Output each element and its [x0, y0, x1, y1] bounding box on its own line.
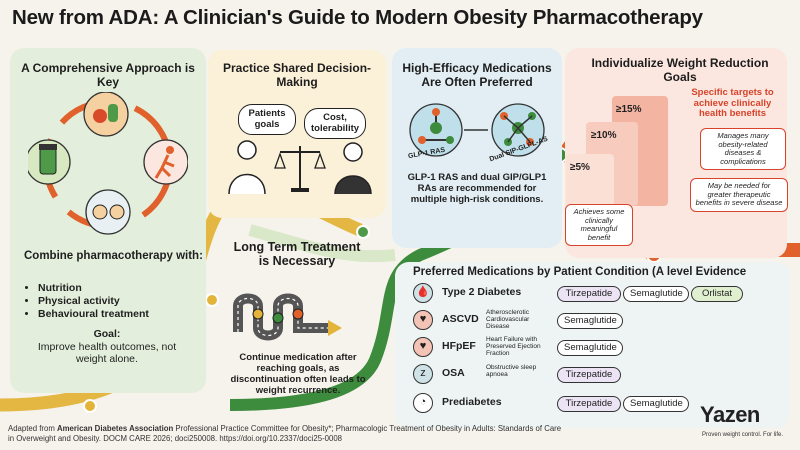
long-term-text: Continue medication after reaching goals…: [230, 352, 366, 396]
shared-decision-title: Practice Shared Decision-Making: [222, 61, 372, 89]
row-name-hfpef: HFpEF: [442, 340, 476, 352]
row-desc-osa: Obstructive sleep apnoea: [486, 364, 537, 378]
pill-osa-tirzepatide: Tirzepatide: [557, 367, 621, 383]
sleep-icon: z: [413, 364, 433, 384]
pill-ascvd-semaglutide: Semaglutide: [557, 313, 623, 329]
patient-icon: [334, 142, 372, 195]
benefit-box-meaningful: Achieves some clinically meaningful bene…: [565, 204, 633, 246]
green-road-pale: [248, 224, 396, 263]
benefit-box-manages: Manages many obesity-related diseases & …: [700, 128, 786, 170]
pill-t2d-tirzepatide: Tirzepatide: [557, 286, 621, 302]
row-name-t2d: Type 2 Diabetes: [442, 286, 522, 298]
high-efficacy-text: GLP-1 RAS and dual GIP/GLP1 RAs are reco…: [407, 172, 547, 205]
balance-scale-icon: [274, 146, 326, 192]
page-title: New from ADA: A Clinician's Guide to Mod…: [12, 6, 703, 29]
citation-rest: Professional Practice Committee for Obes…: [8, 424, 562, 443]
goal-label: Goal:: [93, 328, 121, 340]
pct-10: ≥10%: [591, 130, 617, 141]
brand-slogan: Proven weight control. For life.: [702, 432, 784, 438]
approach-item-behaviour: Behavioural treatment: [38, 308, 208, 321]
pill-t2d-orlistat: Orlistat: [691, 286, 743, 302]
pct-15: ≥15%: [616, 104, 642, 115]
pill-hfpef-semaglutide: Semaglutide: [557, 340, 623, 356]
row-name-ascvd: ASCVD: [442, 313, 479, 325]
high-efficacy-title: High-Efficacy Medications Are Often Pref…: [402, 61, 552, 89]
glucose-meter-icon: 🩸: [413, 283, 433, 303]
row-name-osa: OSA: [442, 367, 465, 379]
approach-intro: Combine pharmacotherapy with:: [24, 250, 203, 262]
medications-title: Preferred Medications by Patient Conditi…: [413, 266, 747, 278]
pill-prediabetes-tirzepatide: Tirzepatide: [557, 396, 621, 412]
citation-footer: Adapted from American Diabetes Associati…: [8, 424, 568, 443]
road-dot-2: [356, 225, 370, 239]
comprehensive-approach-title: A Comprehensive Approach is Key: [21, 61, 195, 89]
row-name-prediabetes: Prediabetes: [442, 396, 502, 408]
pill-prediabetes-semaglutide: Semaglutide: [623, 396, 689, 412]
citation-prefix: Adapted from: [8, 424, 57, 433]
gauge-icon: ◔: [413, 393, 433, 413]
pct-5: ≥5%: [570, 162, 590, 173]
cube-5: [566, 154, 614, 206]
bubble-patient-goals: Patients goals: [238, 104, 296, 135]
doctor-patient-scale-illustration: [228, 140, 372, 195]
citation-org: American Diabetes Association: [56, 424, 174, 433]
road-curve-icon: [233, 293, 342, 341]
weight-goals-title: Individualize Weight Reduction Goals: [591, 56, 769, 84]
bubble-cost-tolerability: Cost, tolerability: [304, 108, 366, 139]
benefit-box-severe: May be needed for greater therapeutic be…: [690, 178, 788, 212]
pill-t2d-semaglutide: Semaglutide: [623, 286, 689, 302]
long-term-title: Long Term Treatment is Necessary: [233, 240, 361, 268]
approach-illustration: [28, 92, 188, 235]
row-desc-ascvd: Atherosclerotic Cardiovascular Disease: [486, 309, 530, 330]
glp1-molecule-icon: [409, 103, 463, 157]
approach-list: Nutrition Physical activity Behavioural …: [38, 282, 208, 321]
road-dot-1: [205, 293, 219, 307]
heart-icon: ♥: [413, 310, 433, 330]
weight-goals-subtitle: Specific targets to achieve clinically h…: [691, 87, 774, 119]
goal-text: Improve health outcomes, not weight alon…: [37, 341, 177, 365]
heart-failure-icon: ♥: [413, 337, 433, 357]
brand-logo: Yazen: [700, 402, 760, 427]
approach-item-activity: Physical activity: [38, 295, 208, 308]
conversation-icon: [85, 189, 131, 235]
dual-agonist-molecule-icon: [491, 103, 545, 157]
doctor-icon: [228, 140, 266, 195]
row-desc-hfpef: Heart Failure with Preserved Ejection Fr…: [486, 336, 541, 357]
road-dot-5: [83, 399, 97, 413]
molecules-illustration: [409, 103, 545, 157]
running-person-icon: [143, 139, 188, 185]
approach-item-nutrition: Nutrition: [38, 282, 208, 295]
medicine-bottle-icon: [28, 139, 71, 185]
vegetables-icon: [83, 92, 129, 137]
